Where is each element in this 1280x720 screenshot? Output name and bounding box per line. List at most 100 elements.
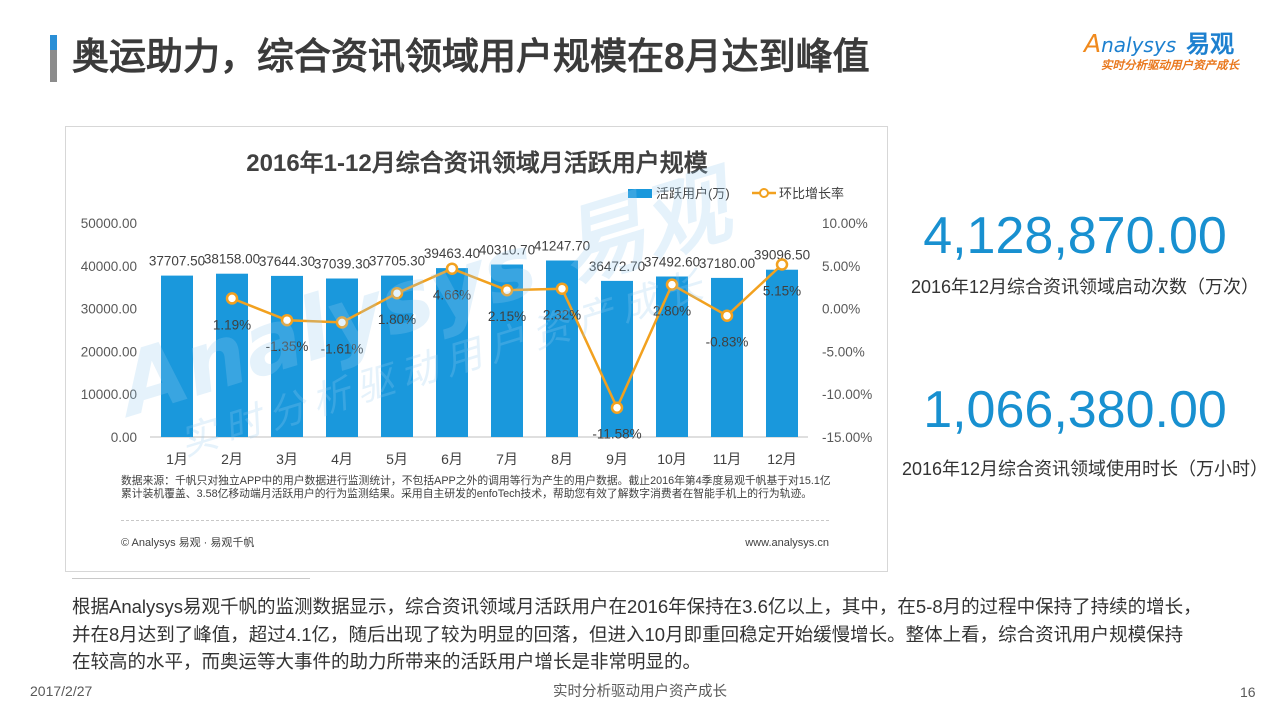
highlight-usage-time-value: 1,066,380.00 [923,381,1227,439]
bar [766,269,798,437]
bar [161,275,193,437]
growth-rate-marker [720,309,734,322]
chart-legend: 活跃用户(万) 环比增长率 [628,186,844,201]
legend-swatch-bar [628,189,652,198]
page-number: 16 [1240,684,1256,700]
summary-line: 根据Analysys易观千帆的监测数据显示，综合资讯领域月活跃用户在2016年保… [72,596,1202,617]
x-axis-tick-label: 2月 [221,451,243,467]
summary-divider [72,578,310,579]
legend-label-line: 环比增长率 [779,186,844,201]
legend-label-bar: 活跃用户(万) [656,186,730,201]
bar-value-label: 39463.40 [424,246,480,261]
y-axis-left-tick-label: 0.00 [111,430,137,445]
highlight-launch-count-label: 2016年12月综合资讯领域启动次数（万次） [910,277,1260,297]
bar [381,275,413,437]
legend-swatch-marker [759,188,769,198]
copyright-text: © Analysys 易观 · 易观千帆 [121,537,255,549]
footer-date: 2017/2/27 [30,683,93,699]
growth-rate-marker [665,278,679,291]
y-axis-right-tick-label: 0.00% [822,302,860,317]
x-axis-tick-label: 6月 [441,451,463,467]
y-axis-right-tick-label: 10.00% [822,216,868,231]
x-axis-tick-label: 8月 [551,451,573,467]
logo-wordmark: Analysys [1084,29,1177,58]
bar-value-label: 37707.50 [149,254,205,269]
data-source-line: 数据来源：千帆只对独立APP中的用户数据进行监测统计，不包括APP之外的调用等行… [121,475,831,487]
bar-value-label: 37705.30 [369,254,425,269]
footer-slogan: 实时分析驱动用户资产成长 [553,684,727,700]
y-axis-left-tick-label: 40000.00 [81,259,137,274]
y-axis-left-tick-label: 50000.00 [81,216,137,231]
bar-value-label: 41247.70 [534,239,590,254]
bar-value-label: 37039.30 [314,257,370,272]
logo-tagline: 实时分析驱动用户资产成长 [1101,60,1239,72]
bar-value-label: 37180.00 [699,256,755,271]
growth-rate-label: 4.66% [433,288,471,303]
growth-rate-label: 1.80% [378,312,416,327]
chart-footer: © Analysys 易观 · 易观千帆 www.analysys.cn [121,536,829,550]
x-axis-tick-label: 1月 [166,451,188,467]
y-axis-left-tick-label: 10000.00 [81,387,137,402]
slide-title: 奥运助力，综合资讯领域用户规模在8月达到峰值 [72,36,870,77]
x-axis-tick-label: 11月 [713,451,742,467]
data-source-note: 数据来源：千帆只对独立APP中的用户数据进行监测统计，不包括APP之外的调用等行… [121,475,831,500]
growth-rate-marker [775,258,789,271]
bar [656,276,688,437]
growth-rate-marker [335,316,349,329]
bar-value-label: 39096.50 [754,248,810,263]
x-axis-tick-label: 9月 [606,451,628,467]
bar [436,268,468,437]
x-axis-tick-label: 10月 [657,451,687,467]
summary-paragraph: 根据Analysys易观千帆的监测数据显示，综合资讯领域月活跃用户在2016年保… [72,593,1202,676]
summary-line: 并在8月达到了峰值，超过4.1亿，随后出现了较为明显的回落，但进入10月即重回稳… [72,623,1184,645]
summary-line: 在较高的水平，而奥运等大事件的助力所带来的活跃用户增长是非常明显的。 [72,651,702,672]
x-axis-tick-label: 5月 [386,451,408,467]
growth-rate-label: 2.80% [653,304,691,319]
y-axis-right-tick-label: -10.00% [822,387,872,402]
chart-canvas: 2016年1-12月综合资讯领域月活跃用户规模 活跃用户(万) 环比增长率 0.… [81,149,873,467]
title-accent-bar-top [50,35,57,50]
website-text: www.analysys.cn [745,537,829,549]
growth-rate-marker [390,286,404,300]
y-axis-right-tick-label: -15.00% [822,430,872,445]
bar-value-label: 37492.60 [644,255,700,270]
growth-rate-marker [500,283,514,297]
x-axis-tick-label: 7月 [496,451,518,467]
bar [711,277,743,437]
bar-value-label: 36472.70 [589,259,645,274]
bar [326,278,358,437]
logo-chinese-name: 易观 [1186,31,1235,58]
x-axis-tick-label: 4月 [331,451,353,467]
y-axis-right-tick-label: 5.00% [822,259,860,274]
bar-value-label: 40310.70 [479,243,535,258]
y-axis-left-tick-label: 30000.00 [81,302,137,317]
growth-rate-label: -11.58% [592,427,641,442]
bar-value-label: 37644.30 [259,254,315,269]
growth-rate-label: 1.19% [213,317,251,332]
y-axis-right-tick-label: -5.00% [822,344,865,359]
growth-rate-label: -0.83% [706,335,749,350]
bar-value-labels: 37707.5038158.0037644.3037039.3037705.30… [149,239,810,274]
title-accent-bar [50,35,57,82]
chart-panel: 2016年1-12月综合资讯领域月活跃用户规模 活跃用户(万) 环比增长率 0.… [65,126,888,572]
growth-rate-marker [610,401,624,414]
highlight-usage-time-label: 2016年12月综合资讯领域使用时长（万小时） [901,459,1269,479]
x-axis-tick-label: 3月 [276,451,298,467]
bar [271,275,303,437]
data-source-line: 累计装机覆盖、3.58亿移动端月活跃用户的行为监测结果。采用自主研发的enfoT… [121,487,813,500]
chart-title: 2016年1-12月综合资讯领域月活跃用户规模 [246,149,708,177]
growth-rate-label: 2.32% [543,308,581,323]
brand-logo: Analysys 易观 [1084,29,1234,59]
growth-rate-label: 5.15% [763,284,801,299]
growth-rate-label: -1.61% [321,341,364,356]
growth-rate-marker [225,292,239,305]
growth-rate-label: -1.35% [266,339,309,354]
y-axis-left-tick-label: 20000.00 [81,344,137,359]
growth-rate-marker [445,262,459,275]
chart-axes: 0.00 10000.00 20000.00 30000.00 40000.00 5000… [81,216,873,467]
growth-rate-marker [555,282,569,295]
growth-rate-marker [280,313,294,327]
bar-series [161,260,798,437]
chart-footer-divider [121,520,829,521]
x-axis-tick-label: 12月 [767,451,797,467]
